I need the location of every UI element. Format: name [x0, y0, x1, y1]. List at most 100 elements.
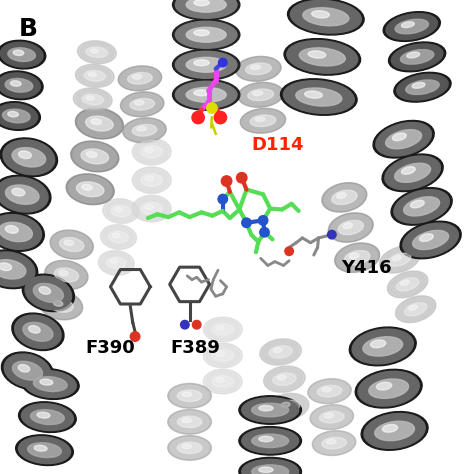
Ellipse shape: [387, 271, 428, 298]
Ellipse shape: [212, 350, 234, 361]
Ellipse shape: [324, 413, 334, 418]
Ellipse shape: [401, 167, 415, 174]
Ellipse shape: [16, 435, 73, 465]
Ellipse shape: [182, 418, 191, 423]
Circle shape: [207, 103, 217, 113]
Ellipse shape: [401, 22, 414, 27]
Ellipse shape: [18, 437, 71, 464]
Ellipse shape: [10, 81, 21, 86]
Ellipse shape: [109, 231, 128, 243]
Ellipse shape: [60, 237, 84, 252]
Ellipse shape: [386, 130, 421, 149]
Ellipse shape: [203, 369, 242, 394]
Ellipse shape: [273, 373, 296, 385]
Ellipse shape: [252, 403, 289, 417]
Ellipse shape: [5, 226, 18, 233]
Ellipse shape: [288, 0, 364, 35]
Ellipse shape: [2, 109, 30, 123]
Text: Y416: Y416: [341, 259, 392, 277]
Ellipse shape: [168, 383, 211, 408]
Ellipse shape: [194, 60, 210, 66]
Ellipse shape: [39, 287, 51, 294]
Ellipse shape: [303, 8, 349, 26]
Ellipse shape: [238, 82, 283, 107]
Ellipse shape: [0, 260, 26, 279]
Ellipse shape: [135, 169, 168, 191]
Ellipse shape: [135, 100, 144, 105]
Ellipse shape: [171, 438, 209, 458]
Ellipse shape: [369, 379, 409, 398]
Ellipse shape: [42, 292, 80, 318]
Ellipse shape: [352, 329, 413, 364]
Ellipse shape: [345, 250, 370, 265]
Ellipse shape: [395, 19, 428, 34]
Ellipse shape: [277, 375, 286, 380]
Ellipse shape: [250, 115, 276, 127]
Ellipse shape: [263, 341, 299, 363]
Ellipse shape: [103, 199, 139, 223]
Ellipse shape: [5, 79, 33, 92]
Ellipse shape: [349, 327, 416, 366]
Ellipse shape: [186, 57, 226, 72]
Ellipse shape: [171, 385, 209, 406]
Ellipse shape: [327, 439, 336, 444]
Ellipse shape: [33, 283, 64, 302]
Ellipse shape: [182, 392, 191, 397]
Ellipse shape: [194, 0, 210, 6]
Ellipse shape: [23, 322, 53, 341]
Ellipse shape: [322, 387, 331, 392]
Ellipse shape: [203, 317, 242, 342]
Ellipse shape: [287, 41, 358, 73]
Ellipse shape: [186, 27, 226, 42]
Ellipse shape: [383, 12, 440, 41]
Ellipse shape: [379, 246, 420, 273]
Ellipse shape: [388, 253, 411, 266]
Ellipse shape: [419, 234, 433, 241]
Ellipse shape: [242, 459, 299, 474]
Circle shape: [130, 332, 140, 341]
Ellipse shape: [338, 220, 364, 235]
Ellipse shape: [18, 365, 30, 372]
Ellipse shape: [305, 91, 322, 98]
Ellipse shape: [392, 133, 406, 141]
Ellipse shape: [259, 405, 273, 411]
Circle shape: [242, 218, 251, 228]
Ellipse shape: [407, 52, 419, 58]
Ellipse shape: [18, 402, 76, 432]
Circle shape: [237, 173, 247, 183]
Ellipse shape: [299, 48, 346, 66]
Ellipse shape: [90, 49, 99, 53]
Ellipse shape: [358, 371, 419, 406]
Ellipse shape: [135, 140, 168, 163]
Ellipse shape: [54, 301, 63, 306]
Ellipse shape: [273, 348, 283, 353]
Ellipse shape: [385, 156, 440, 190]
Ellipse shape: [59, 270, 68, 276]
Text: D114: D114: [251, 136, 304, 154]
Ellipse shape: [168, 410, 211, 434]
Ellipse shape: [398, 298, 433, 320]
Ellipse shape: [103, 227, 134, 247]
Ellipse shape: [123, 118, 166, 143]
Ellipse shape: [25, 276, 72, 310]
Ellipse shape: [203, 343, 242, 368]
Ellipse shape: [241, 84, 281, 105]
Ellipse shape: [349, 253, 359, 259]
Ellipse shape: [238, 58, 278, 79]
Ellipse shape: [0, 104, 37, 128]
Ellipse shape: [77, 41, 116, 64]
Ellipse shape: [392, 255, 401, 261]
Ellipse shape: [86, 152, 97, 157]
Ellipse shape: [132, 138, 171, 165]
Circle shape: [260, 228, 269, 237]
Ellipse shape: [308, 379, 351, 403]
Ellipse shape: [395, 163, 430, 182]
Ellipse shape: [332, 190, 357, 205]
Ellipse shape: [206, 345, 239, 366]
Ellipse shape: [264, 366, 305, 392]
Ellipse shape: [71, 141, 119, 172]
Ellipse shape: [173, 79, 240, 110]
Ellipse shape: [396, 278, 419, 291]
Ellipse shape: [171, 411, 209, 432]
Ellipse shape: [86, 116, 113, 131]
